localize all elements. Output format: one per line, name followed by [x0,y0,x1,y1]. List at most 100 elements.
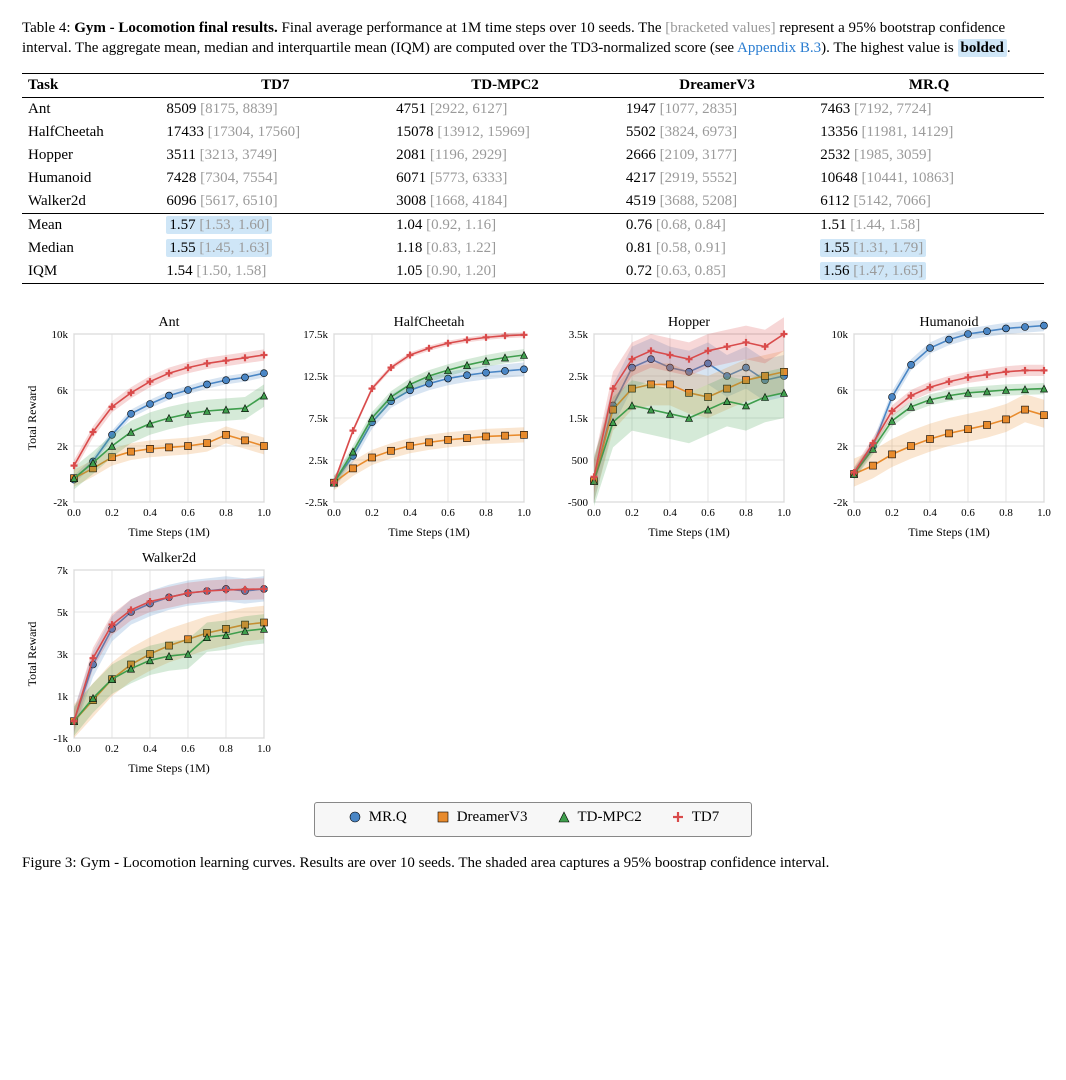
svg-text:0.0: 0.0 [327,507,341,519]
results-table: TaskTD7TD-MPC2DreamerV3MR.Q Ant8509 [817… [22,73,1044,284]
table-cell: 1.56 [1.47, 1.65] [814,260,1044,284]
table-cell: 7428 [7304, 7554] [160,167,390,190]
col-tdmpc2: TD-MPC2 [390,73,620,97]
svg-text:7.5k: 7.5k [309,413,329,425]
svg-text:0.6: 0.6 [441,507,455,519]
table-caption-bracket: [bracketed values] [665,20,775,36]
legend-box: MR.Q DreamerV3 TD-MPC2 TD7 [314,802,752,838]
table-caption-text1: Final average performance at 1M time ste… [278,20,666,36]
table-row: Ant8509 [8175, 8839]4751 [2922, 6127]194… [22,97,1044,121]
svg-text:1k: 1k [57,691,69,703]
table-cell: 4751 [2922, 6127] [390,97,620,121]
legend-label: TD-MPC2 [578,809,642,826]
svg-text:6k: 6k [837,385,849,397]
legend-label: DreamerV3 [457,809,528,826]
svg-text:1.0: 1.0 [777,507,791,519]
svg-text:0.0: 0.0 [67,507,81,519]
svg-text:0.4: 0.4 [663,507,677,519]
table-row: Median1.55 [1.45, 1.63]1.18 [0.83, 1.22]… [22,237,1044,260]
svg-text:10k: 10k [832,329,849,341]
table-cell: 7463 [7192, 7724] [814,97,1044,121]
svg-text:1.0: 1.0 [1037,507,1051,519]
svg-text:Humanoid: Humanoid [919,315,978,330]
table-cell: 6096 [5617, 6510] [160,190,390,214]
svg-text:Walker2d: Walker2d [142,551,196,566]
chart-halfcheetah: 0.00.20.40.60.81.0-2.5k2.5k7.5k12.5k17.5… [282,312,532,542]
svg-text:0.0: 0.0 [67,743,81,755]
svg-text:Ant: Ant [159,315,180,330]
svg-text:0.2: 0.2 [365,507,379,519]
table-caption-title: Gym - Locomotion final results. [74,20,277,36]
svg-text:0.2: 0.2 [105,507,119,519]
legend-label: TD7 [692,809,720,826]
table-row: Humanoid7428 [7304, 7554]6071 [5773, 633… [22,167,1044,190]
svg-text:0.0: 0.0 [847,507,861,519]
table-row: IQM1.54 [1.50, 1.58]1.05 [0.90, 1.20]0.7… [22,260,1044,284]
svg-text:0.6: 0.6 [701,507,715,519]
svg-text:0.8: 0.8 [739,507,753,519]
task-label: Ant [22,97,160,121]
task-label: Hopper [22,144,160,167]
legend-label: MR.Q [369,809,407,826]
table-cell: 13356 [11981, 14129] [814,121,1044,144]
agg-label: Mean [22,213,160,237]
svg-text:0.8: 0.8 [479,507,493,519]
task-label: Walker2d [22,190,160,214]
table-row: Walker2d6096 [5617, 6510]3008 [1668, 418… [22,190,1044,214]
table-cell: 1947 [1077, 2835] [620,97,814,121]
svg-text:2k: 2k [837,441,849,453]
table-cell: 15078 [13912, 15969] [390,121,620,144]
svg-text:1.5k: 1.5k [569,413,589,425]
col-dreamerv3: DreamerV3 [620,73,814,97]
svg-text:1.0: 1.0 [257,507,271,519]
svg-text:Time Steps (1M): Time Steps (1M) [128,525,210,539]
svg-text:12.5k: 12.5k [303,371,328,383]
svg-text:0.0: 0.0 [587,507,601,519]
legend-item-td7: TD7 [670,809,720,826]
table-cell: 10648 [10441, 10863] [814,167,1044,190]
svg-text:3k: 3k [57,649,69,661]
svg-text:-2k: -2k [53,497,68,509]
figure-caption: Figure 3: Gym - Locomotion learning curv… [22,853,1044,873]
table-row: HalfCheetah17433 [17304, 17560]15078 [13… [22,121,1044,144]
figure-caption-prefix: Figure 3: [22,855,80,871]
svg-text:-1k: -1k [53,733,68,745]
table-cell: 3008 [1668, 4184] [390,190,620,214]
legend-item-mrq: MR.Q [347,809,407,826]
table-cell: 2666 [2109, 3177] [620,144,814,167]
legend-item-dreamerv3: DreamerV3 [435,809,528,826]
table-cell: 6112 [5142, 7066] [814,190,1044,214]
svg-text:0.6: 0.6 [181,507,195,519]
table-body-aggregate: Mean1.57 [1.53, 1.60]1.04 [0.92, 1.16]0.… [22,213,1044,283]
svg-text:2.5k: 2.5k [569,371,589,383]
col-task: Task [22,73,160,97]
svg-text:0.4: 0.4 [143,507,157,519]
table-caption-text4: . [1007,40,1011,56]
svg-text:Total Reward: Total Reward [25,621,39,686]
svg-text:0.2: 0.2 [625,507,639,519]
table-header: TaskTD7TD-MPC2DreamerV3MR.Q [22,73,1044,97]
svg-text:Time Steps (1M): Time Steps (1M) [908,525,990,539]
svg-text:0.4: 0.4 [403,507,417,519]
svg-text:0.6: 0.6 [181,743,195,755]
table-caption-bolded: bolded [958,39,1007,57]
table-cell: 6071 [5773, 6333] [390,167,620,190]
table-cell: 3511 [3213, 3749] [160,144,390,167]
svg-text:0.2: 0.2 [105,743,119,755]
svg-text:-2.5k: -2.5k [305,497,328,509]
svg-text:0.8: 0.8 [219,743,233,755]
appendix-link[interactable]: Appendix B.3 [737,40,821,56]
table-cell: 4519 [3688, 5208] [620,190,814,214]
svg-text:6k: 6k [57,385,69,397]
svg-text:7k: 7k [57,565,69,577]
table-cell: 17433 [17304, 17560] [160,121,390,144]
svg-text:-500: -500 [568,497,589,509]
table-cell: 1.51 [1.44, 1.58] [814,213,1044,237]
chart-humanoid: 0.00.20.40.60.81.0-2k2k6k10kHumanoidTime… [802,312,1052,542]
svg-text:0.2: 0.2 [885,507,899,519]
table-cell: 8509 [8175, 8839] [160,97,390,121]
svg-text:Hopper: Hopper [668,315,710,330]
table-cell: 0.81 [0.58, 0.91] [620,237,814,260]
table-caption-prefix: Table 4: [22,20,74,36]
svg-text:0.6: 0.6 [961,507,975,519]
